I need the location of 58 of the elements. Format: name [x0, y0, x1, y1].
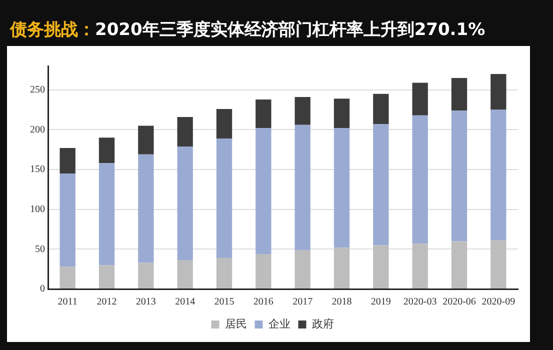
x-tick-label: 2020-09	[482, 296, 516, 308]
bar	[373, 124, 389, 246]
x-tick-label: 2020-03	[403, 296, 437, 308]
bar	[334, 98, 350, 128]
bar	[490, 240, 506, 288]
x-tick-label: 2020-06	[442, 296, 476, 308]
bar	[60, 266, 76, 288]
y-tick-label: 0	[40, 284, 45, 295]
bar	[294, 124, 310, 250]
bar	[177, 260, 193, 288]
legend-label: 居民	[224, 318, 247, 331]
bar	[60, 174, 76, 267]
bar	[412, 115, 428, 244]
bar	[138, 154, 154, 263]
y-tick-label: 150	[30, 164, 45, 176]
bar	[490, 110, 506, 240]
chart-title: 债务挑战：2020年三季度实体经济部门杠杆率上升到270.1%	[10, 20, 486, 40]
bar	[256, 254, 272, 288]
bar	[412, 82, 428, 116]
bar	[98, 163, 115, 266]
x-tick-label: 2013	[136, 296, 156, 308]
bar	[334, 248, 350, 288]
x-tick-label: 2016	[253, 296, 274, 308]
bar	[294, 97, 310, 125]
legend-label: 企业	[268, 318, 290, 331]
bar	[216, 258, 232, 288]
x-tick-label: 2019	[370, 296, 391, 308]
bar	[451, 78, 468, 111]
bar	[412, 244, 428, 288]
bar	[177, 116, 193, 146]
bar	[373, 245, 389, 288]
x-tick-label: 2012	[96, 296, 117, 308]
y-tick-label: 100	[30, 204, 45, 215]
y-tick-label: 250	[30, 84, 45, 96]
bar	[216, 138, 232, 258]
bar	[177, 146, 193, 260]
y-tick-label: 200	[30, 124, 45, 136]
x-tick-label: 2011	[58, 296, 78, 308]
x-tick-label: 2014	[175, 296, 196, 308]
bar	[294, 250, 310, 288]
x-tick-label: 2017	[292, 296, 313, 308]
bar	[373, 94, 389, 124]
bar	[334, 128, 350, 248]
x-tick-label: 2015	[214, 296, 234, 308]
bar	[98, 138, 115, 164]
bar	[60, 148, 76, 174]
y-tick-label: 50	[35, 244, 45, 255]
bar	[216, 109, 232, 138]
bar	[138, 262, 154, 288]
bar	[451, 241, 468, 288]
x-tick-label: 2018	[332, 296, 352, 308]
legend-label: 政府	[312, 318, 334, 331]
bar	[98, 265, 115, 288]
bar	[256, 99, 272, 128]
bar	[256, 128, 272, 254]
bar	[138, 126, 154, 154]
bar	[490, 74, 506, 110]
bar	[451, 110, 468, 242]
